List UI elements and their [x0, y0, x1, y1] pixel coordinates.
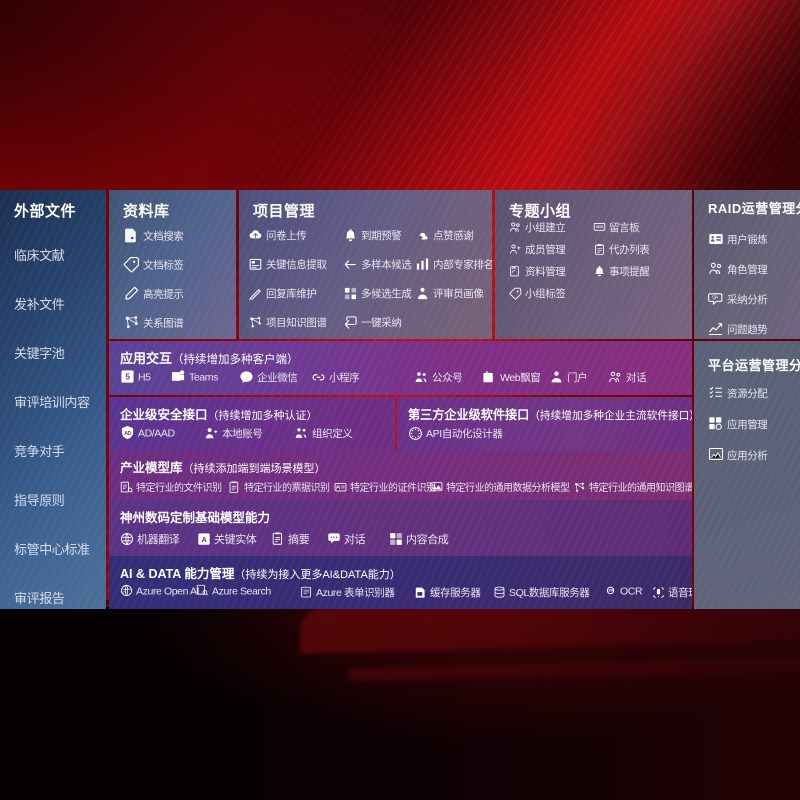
- svg-text:BBS: BBS: [596, 224, 604, 229]
- svg-text:QA: QA: [712, 295, 718, 300]
- svg-text:AD: AD: [124, 431, 131, 437]
- svg-text:OCR: OCR: [607, 588, 614, 592]
- svg-text:5: 5: [125, 372, 130, 382]
